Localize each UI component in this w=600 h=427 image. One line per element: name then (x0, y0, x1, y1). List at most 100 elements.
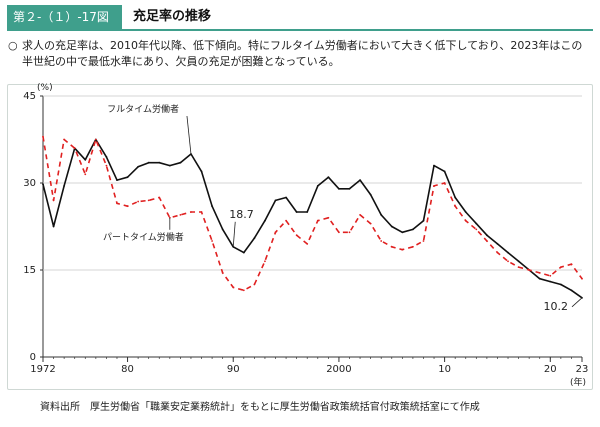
series-2-point (200, 211, 203, 213)
series-2-point (380, 240, 383, 242)
series-1-point (485, 234, 488, 237)
y-tick-label: 45 (23, 91, 36, 102)
series-1-point (63, 185, 66, 187)
series-1-point (390, 225, 393, 228)
series-2-point (559, 266, 562, 268)
figure-header: 第２-（１）-17図 充足率の推移 (7, 5, 593, 31)
series-2-point (242, 289, 245, 292)
annotation-leader (571, 297, 583, 308)
series-2-point (517, 266, 520, 268)
figure-number: 第２-（１）-17図 (7, 5, 122, 29)
series-1-point (369, 193, 372, 196)
series-2-point (369, 222, 372, 225)
series-2-point (42, 135, 44, 138)
y-tick-label: 30 (23, 178, 36, 189)
x-tick-label: 20 (544, 364, 557, 375)
series-1-point (348, 187, 351, 190)
series-2-point (179, 214, 182, 216)
series-2-point (348, 231, 351, 234)
series-2-point (464, 219, 467, 222)
series-1-point (316, 185, 319, 187)
series-line-1 (42, 138, 583, 299)
chart-frame (7, 84, 593, 390)
series-2-point (94, 138, 97, 141)
series-2-point (306, 243, 309, 245)
series-2-point (73, 147, 76, 150)
series-2-point (84, 173, 87, 176)
series-2-point (412, 245, 414, 248)
series-2-point (295, 234, 298, 237)
series-1-point (454, 196, 457, 199)
series-2-point (126, 205, 129, 208)
annotation-label: パートタイム労働者 (103, 231, 184, 243)
series-1-point (147, 161, 150, 164)
header-rule (7, 29, 593, 31)
series-1-point (242, 251, 245, 254)
series-1-point (306, 211, 309, 213)
series-1-point (126, 176, 129, 179)
series-1-point (253, 237, 256, 240)
series-1-point (464, 211, 467, 213)
bullet-icon: ○ (8, 39, 18, 52)
y-tick-label: 0 (30, 352, 36, 363)
series-2-point (443, 182, 446, 184)
x-tick-label: 1972 (30, 364, 55, 375)
series-1-point (412, 228, 414, 231)
series-2-point (454, 205, 457, 208)
series-1-point (327, 176, 330, 179)
annotation-leader (186, 115, 192, 155)
series-2-point (211, 240, 213, 242)
series-2-point (158, 196, 161, 199)
series-2-point (528, 269, 531, 271)
x-tick-label: 2000 (326, 364, 351, 375)
series-1-point (549, 280, 552, 283)
annotation-label: 18.7 (229, 208, 254, 221)
series-2-point (433, 185, 435, 187)
x-tick-label: 90 (227, 364, 240, 375)
annotation-leader (232, 221, 236, 247)
series-1-point (232, 245, 235, 248)
series-1-point (380, 214, 383, 216)
series-1-point (401, 231, 404, 234)
series-2-point (52, 199, 55, 202)
series-2-point (485, 240, 488, 242)
series-line-2 (42, 136, 583, 292)
series-1-point (538, 277, 541, 280)
series-2-point (316, 219, 319, 222)
annotation-label: フルタイム労働者 (107, 103, 179, 115)
series-2-point (274, 231, 277, 234)
series-2-point (232, 286, 235, 289)
figure-title: 充足率の推移 (133, 9, 212, 24)
series-1-point (559, 283, 562, 286)
series-2-point (147, 199, 150, 202)
series-2-point (63, 138, 66, 141)
x-tick-label: 23 (576, 364, 589, 375)
source-note: 資料出所 厚生労働省「職業安定業務統計」をもとに厚生労働省政策統括官付政策統括室… (40, 402, 480, 413)
series-1-point (116, 179, 118, 182)
series-2-point (538, 272, 541, 274)
series-1-point (475, 222, 478, 225)
series-2-point (570, 263, 573, 266)
series-1-point (570, 289, 573, 292)
series-1-point (211, 205, 213, 208)
series-1-point (179, 161, 182, 164)
y-tick-label: 15 (23, 265, 36, 276)
series-2-point (581, 277, 583, 280)
series-2-point (285, 219, 287, 222)
series-2-point (137, 200, 140, 203)
series-1-point (338, 187, 340, 190)
summary-text: 求人の充足率は、2010年代以降、低下傾向。特にフルタイム労働者において大きく低… (22, 39, 583, 68)
series-2-point (496, 251, 499, 254)
series-2-point (549, 274, 552, 277)
series-2-point (475, 228, 478, 231)
y-axis-label: (%) (37, 83, 53, 93)
series-1-point (359, 179, 361, 182)
series-1-point (422, 219, 425, 222)
series-2-point (401, 248, 404, 251)
series-2-point (253, 283, 256, 286)
series-1-point (105, 156, 108, 158)
series-2-point (190, 211, 192, 213)
series-2-point (338, 231, 340, 234)
series-1-point (221, 228, 224, 231)
